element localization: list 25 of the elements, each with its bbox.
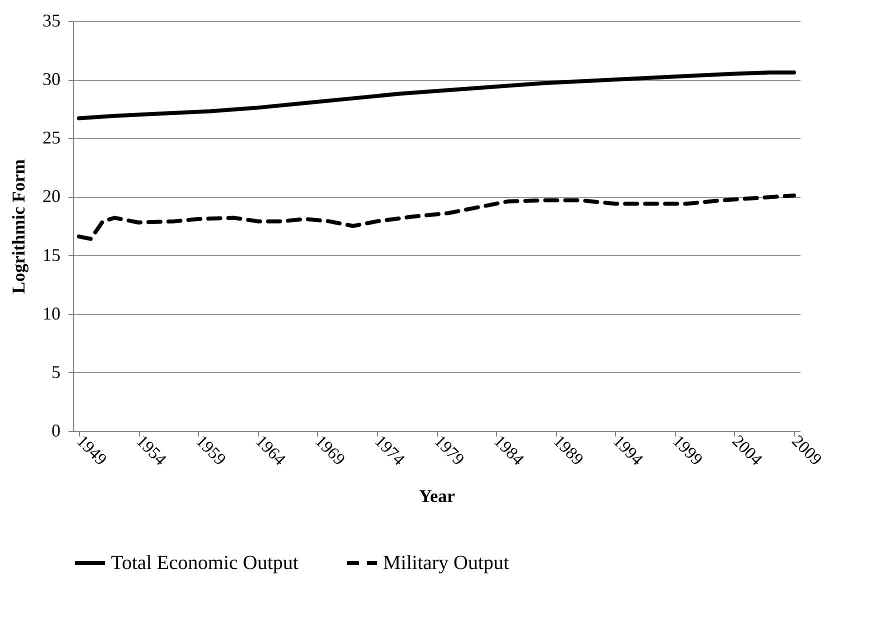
x-tick-label: 1954	[132, 431, 171, 470]
x-tick-label: 1989	[550, 431, 588, 469]
y-axis-title: Logrithmic Form	[8, 159, 28, 294]
y-tick-label: 5	[52, 362, 60, 382]
y-tick-label: 20	[42, 186, 60, 206]
y-tick-label: 35	[42, 10, 60, 30]
line-series	[76, 194, 796, 241]
y-tick-label: 25	[42, 128, 60, 148]
line-series	[76, 70, 796, 120]
legend-label: Military Output	[383, 552, 510, 574]
x-tick-label: 1964	[252, 431, 290, 470]
x-tick-label: 1979	[430, 431, 468, 469]
y-tick-label: 15	[42, 244, 60, 265]
x-tick-label: 1969	[311, 431, 349, 469]
x-tick-label: 1984	[490, 431, 528, 470]
x-tick-label: 1994	[609, 431, 648, 470]
y-tick-label: 10	[42, 303, 60, 324]
y-tick-label: 0	[52, 420, 60, 440]
y-tick-label: 30	[42, 69, 60, 90]
x-tick-label: 1959	[192, 431, 230, 469]
x-tick-label: 1974	[371, 431, 409, 470]
x-tick-label: 1999	[668, 431, 706, 469]
legend-label: Total Economic Output	[111, 552, 299, 574]
x-tick-label: 1949	[73, 431, 111, 469]
x-axis-title: Year	[419, 486, 455, 506]
